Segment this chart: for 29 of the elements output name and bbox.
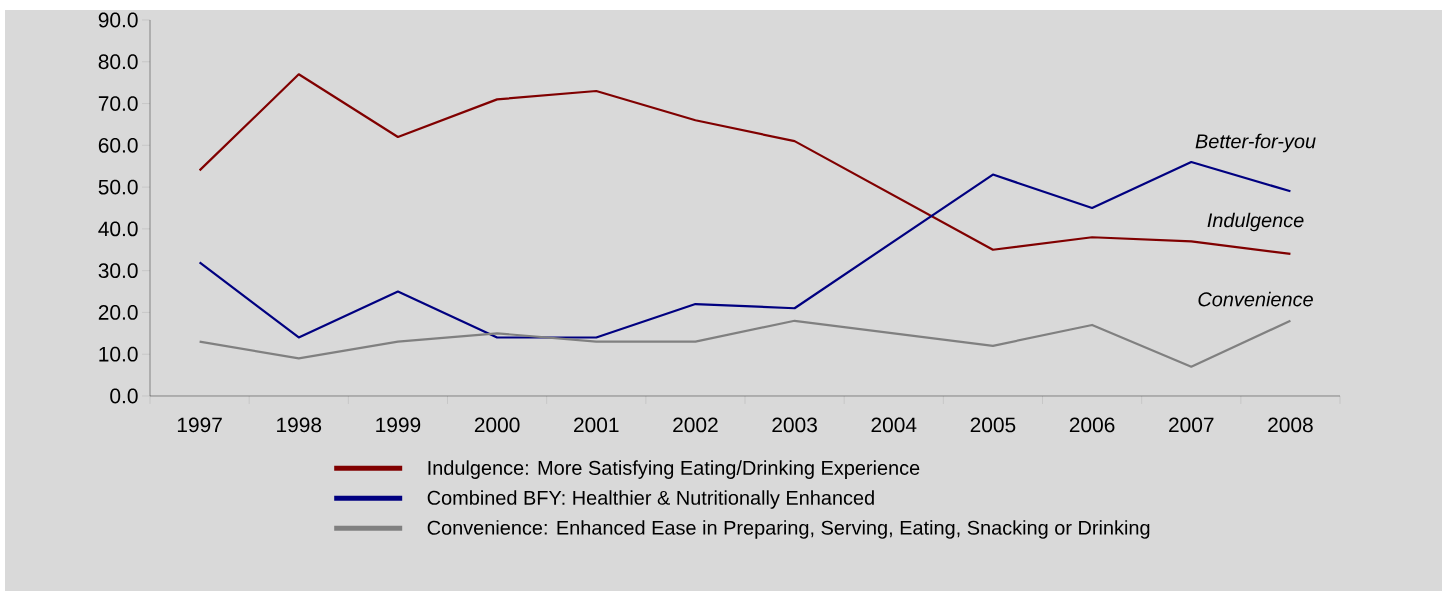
annotation: Indulgence — [1207, 212, 1304, 232]
y-tick-label: 10.0 — [99, 346, 138, 362]
x-tick-label: 2003 — [772, 417, 817, 433]
y-tick-label: 30.0 — [98, 263, 138, 279]
x-tick-label: 2000 — [474, 417, 520, 433]
x-tick-label: 2008 — [1268, 417, 1313, 433]
legend-label: Indulgence: More Satisfying Eating/Drinking Experience — [428, 460, 920, 479]
annotation: Convenience — [1198, 291, 1313, 307]
annotation: Better-for-you — [1195, 133, 1316, 153]
legend-label: Convenience: Enhanced Ease in Preparing, Serving, Eating, Snacking or Drinking — [427, 520, 1150, 539]
x-tick-label: 2007 — [1169, 417, 1214, 433]
y-tick-label: 20.0 — [98, 305, 138, 320]
legend-label: Combined BFY: Healthier & Nutritionally Enhanced — [427, 490, 874, 509]
y-tick-label: 80.0 — [98, 54, 138, 70]
y-tick-label: 70.0 — [98, 96, 138, 111]
y-tick-label: 90.0 — [98, 12, 138, 28]
x-tick-label: 1999 — [376, 417, 421, 433]
line-series — [198, 319, 1292, 368]
x-tick-label: 2002 — [673, 417, 718, 433]
y-tick-label: 40.0 — [98, 221, 138, 237]
y-tick-label: 50.0 — [98, 179, 138, 195]
x-tick-label: 2004 — [871, 417, 917, 433]
x-tick-label: 2005 — [970, 417, 1016, 433]
y-tick-label: 0.0 — [110, 388, 138, 404]
y-tick-label: 60.0 — [98, 137, 138, 153]
x-tick-label: 1997 — [177, 417, 222, 433]
x-tick-label: 1998 — [277, 417, 322, 433]
x-tick-label: 2001 — [574, 417, 619, 433]
x-tick-label: 2006 — [1069, 417, 1115, 433]
